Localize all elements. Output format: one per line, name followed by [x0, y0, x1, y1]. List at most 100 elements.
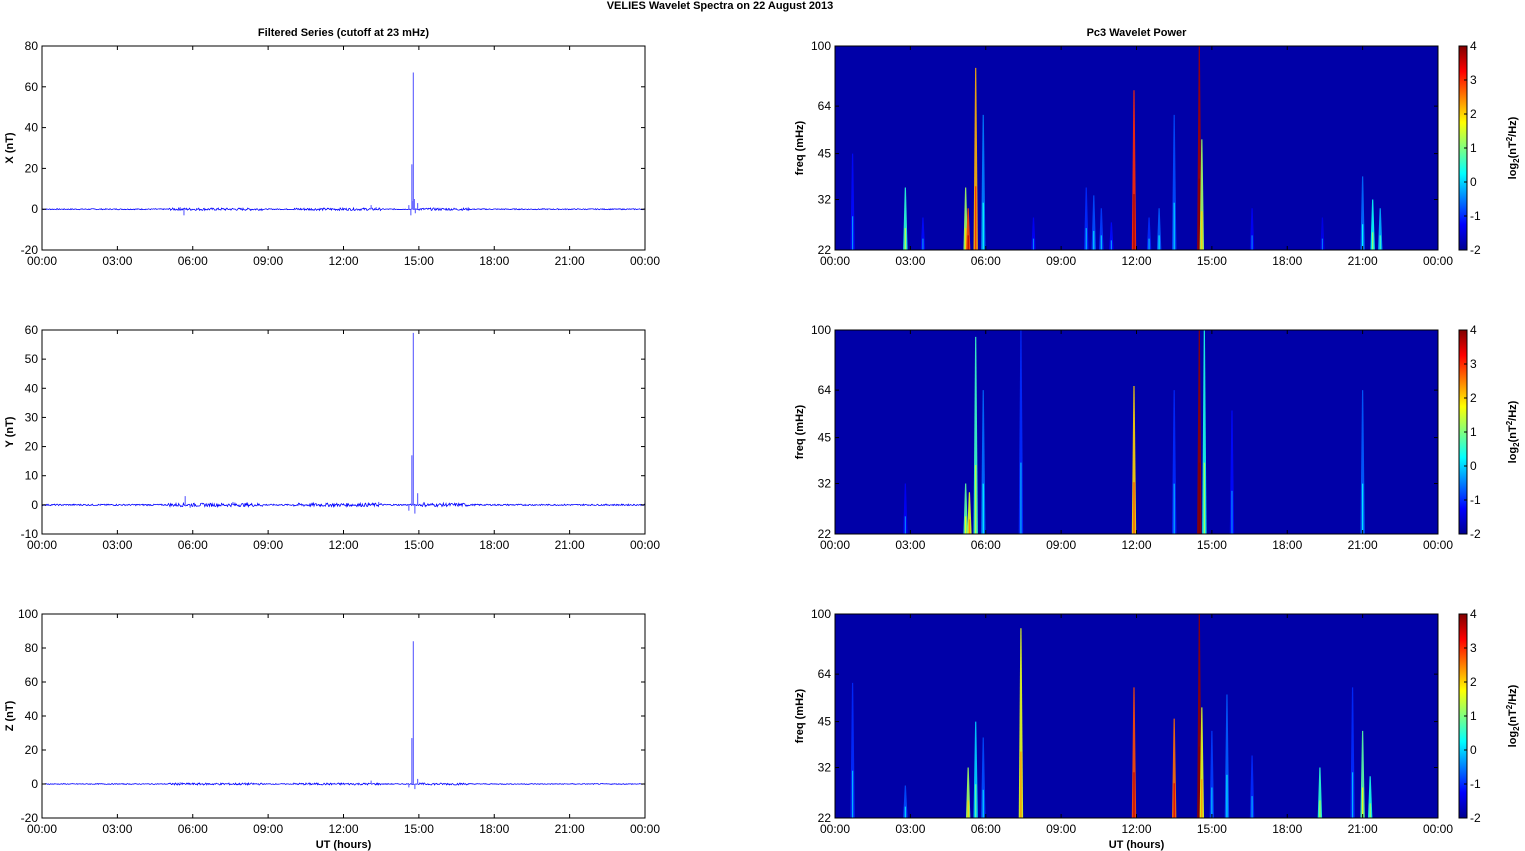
line-panel-2-xtick-label: 15:00 [404, 538, 434, 552]
line-panel-2-xtick-label: 03:00 [102, 538, 132, 552]
heatmap-panel-3-ytick-label: 64 [818, 667, 832, 681]
line-panel-1-xtick-label: 15:00 [404, 254, 434, 268]
line-panel-1-background [42, 46, 645, 250]
heatmap-panel-1-background [835, 46, 1438, 250]
heatmap-panel-3-ytick-label: 22 [818, 811, 832, 825]
heatmap-panel-2-ytick-label: 22 [818, 527, 832, 541]
heatmap-panel-1-power-streak [920, 217, 926, 250]
heatmap-panel-1-ytick-label: 64 [818, 99, 832, 113]
heatmap-panel-3-xtick-label: 00:00 [820, 822, 850, 836]
heatmap-panel-3-power-streak [1350, 687, 1355, 818]
line-panel-1-xtick-label: 00:00 [27, 254, 57, 268]
line-panel-2-ytick-label: 60 [25, 323, 39, 337]
heatmap-panel-1-xtick-label: 00:00 [1423, 254, 1453, 268]
heatmap-panel-3-colorbar-tick-label: 3 [1470, 641, 1477, 655]
heatmap-panel-2-power-streak [967, 492, 972, 534]
heatmap-panel-3-ytick-label: 32 [818, 761, 832, 775]
heatmap-panel-1-ytick-label: 32 [818, 193, 832, 207]
line-panel-1-ytick-label: -20 [21, 243, 39, 257]
heatmap-panel-3-colorbar-label: log2(nT2/Hz) [1505, 684, 1521, 747]
heatmap-panel-1-power-streak [973, 67, 978, 250]
heatmap-panel-3-power-streak [1249, 755, 1255, 818]
line-panel-3-ytick-label: 20 [25, 743, 39, 757]
heatmap-panel-3-colorbar-tick-label: 2 [1470, 675, 1477, 689]
heatmap-panel-2-colorbar-label-part: /Hz) [1507, 400, 1519, 421]
heatmap-panel-1-ytick-label: 100 [811, 39, 831, 53]
heatmap-panel-2-colorbar-tick-label: 1 [1470, 425, 1477, 439]
line-panel-2-ytick-label: 50 [25, 352, 39, 366]
heatmap-panel-2-colorbar-tick-label: 2 [1470, 391, 1477, 405]
line-panel-1-xtick-label: 00:00 [630, 254, 660, 268]
heatmap-panel-1-xtick-label: 00:00 [820, 254, 850, 268]
heatmap-panel-2-xtick-label: 00:00 [820, 538, 850, 552]
line-panel-2-xtick-label: 09:00 [253, 538, 283, 552]
heatmap-panel-1-power-streak [1131, 90, 1137, 250]
line-panel-3-xlabel: UT (hours) [316, 839, 372, 851]
heatmap-panel-2-xtick-label: 09:00 [1046, 538, 1076, 552]
heatmap-panel-1-power-streak [1091, 195, 1096, 250]
heatmap-panel-1-colorbar-label-part: 2 [1505, 136, 1514, 141]
line-panel-2-ytick-label: 0 [31, 498, 38, 512]
heatmap-panel-1-power-streak [850, 153, 855, 250]
heatmap-panel-2-colorbar-label-part: 2 [1512, 442, 1521, 447]
heatmap-panel-2-colorbar-label-part: log [1507, 447, 1519, 464]
heatmap-panel-3-xtick-label: 00:00 [1423, 822, 1453, 836]
heatmap-panel-1-colorbar-label-part: 2 [1512, 158, 1521, 163]
heatmap-panel-2-xtick-label: 06:00 [971, 538, 1001, 552]
heatmap-panel-1-power-streak [1370, 199, 1375, 250]
heatmap-panel-1-xtick-label: 06:00 [971, 254, 1001, 268]
heatmap-panel-3-colorbar-tick-label: 0 [1470, 743, 1477, 757]
line-panel-1-ytick-label: 40 [25, 121, 39, 135]
heatmap-panel-3-xtick-label: 18:00 [1272, 822, 1302, 836]
heatmap-panel-3-ytick-label: 45 [818, 715, 832, 729]
line-panel-3-xtick-label: 18:00 [479, 822, 509, 836]
heatmap-panel-1-colorbar-label-part: log [1507, 163, 1519, 180]
heatmap-panel-2-power-streak [1360, 390, 1365, 534]
heatmap-panel-2-colorbar-label-part: 2 [1505, 420, 1514, 425]
heatmap-panel-2-xtick-label: 03:00 [895, 538, 925, 552]
heatmap-panel-2-colorbar-tick-label: 3 [1470, 357, 1477, 371]
line-panel-1-ylabel: X (nT) [4, 132, 16, 163]
line-panel-3-xtick-label: 00:00 [27, 822, 57, 836]
line-panel-2-ytick-label: 40 [25, 381, 39, 395]
heatmap-panel-3-ytick-label: 100 [811, 607, 831, 621]
heatmap-panel-1-power-streak [1249, 208, 1255, 250]
line-panel-3-xtick-label: 15:00 [404, 822, 434, 836]
heatmap-panel-3-ylabel: freq (mHz) [794, 688, 806, 743]
heatmap-panel-3-power-streak [973, 721, 978, 818]
line-panel-1-xtick-label: 06:00 [178, 254, 208, 268]
heatmap-panel-1-power-streak [1109, 222, 1114, 250]
heatmap-panel-3-power-streak [850, 682, 855, 818]
line-panel-3-ytick-label: 0 [31, 777, 38, 791]
heatmap-panel-2-power-streak [1018, 330, 1024, 534]
line-panel-1-ytick-label: 0 [31, 202, 38, 216]
heatmap-panel-2-power-streak [981, 390, 986, 534]
heatmap-panel-2-colorbar-tick-label: 4 [1470, 323, 1477, 337]
heatmap-panel-1-title: Pc3 Wavelet Power [1087, 27, 1188, 39]
line-panel-3-ytick-label: 40 [25, 709, 39, 723]
line-panel-3-ylabel: Z (nT) [4, 700, 16, 731]
heatmap-panel-1-power-streak [1320, 217, 1325, 250]
heatmap-panel-2-background [835, 330, 1438, 534]
line-panel-3-ytick-label: -20 [21, 811, 39, 825]
line-panel-1-ytick-label: 60 [25, 80, 39, 94]
heatmap-panel-2-colorbar-label: log2(nT2/Hz) [1505, 400, 1521, 463]
heatmap-panel-1-ytick-label: 22 [818, 243, 832, 257]
heatmap-panel-2-power-streak [963, 483, 968, 534]
line-panel-3-xtick-label: 21:00 [555, 822, 585, 836]
line-panel-3-ytick-label: 80 [25, 641, 39, 655]
heatmap-panel-1-power-streak [1146, 217, 1152, 250]
line-panel-2-series-line [41, 501, 646, 509]
heatmap-panel-2-power-streak [903, 483, 908, 534]
line-panel-3-xtick-label: 09:00 [253, 822, 283, 836]
heatmap-panel-1-xtick-label: 15:00 [1197, 254, 1227, 268]
heatmap-panel-1-colorbar-tick-label: -2 [1470, 243, 1481, 257]
heatmap-panel-1-power-streak [1360, 176, 1365, 250]
heatmap-panel-3-power-streak [1131, 687, 1137, 818]
line-panel-2-xtick-label: 06:00 [178, 538, 208, 552]
line-panel-1: -20 0 20 40 60 80 X (nT) 00:00 03:00 06:00 09:00 12… [4, 27, 660, 268]
line-panel-1-title: Filtered Series (cutoff at 23 mHz) [258, 27, 429, 39]
heatmap-panel-1-power-streak [1199, 139, 1205, 250]
